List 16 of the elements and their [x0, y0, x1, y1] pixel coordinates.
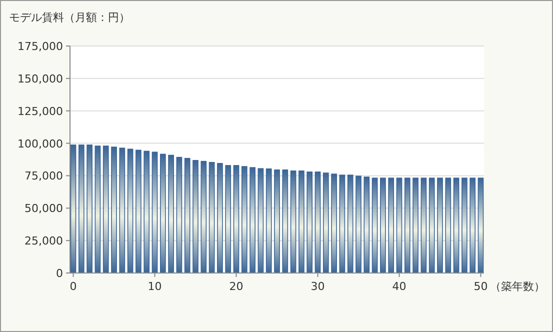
y-tick-label: 75,000: [24, 170, 63, 183]
y-tick-label: 175,000: [18, 40, 63, 53]
y-tick-label: 100,000: [18, 137, 63, 150]
y-tick-label: 25,000: [24, 234, 63, 248]
x-tick-label: 20: [229, 280, 244, 293]
y-tick-label: 50,000: [24, 202, 63, 216]
x-tick-label: 50: [474, 280, 488, 293]
x-axis-title: （築年数）: [490, 280, 545, 293]
y-tick-label: 150,000: [18, 72, 63, 86]
y-axis-title: モデル賃料（月額：円）: [9, 11, 130, 24]
y-tick-label: 0: [56, 267, 63, 280]
x-tick-label: 10: [148, 280, 162, 293]
y-tick-label: 125,000: [18, 104, 63, 118]
x-tick-label: 0: [70, 280, 77, 293]
x-tick-label: 30: [310, 280, 325, 293]
x-tick-label: 40: [392, 280, 406, 293]
